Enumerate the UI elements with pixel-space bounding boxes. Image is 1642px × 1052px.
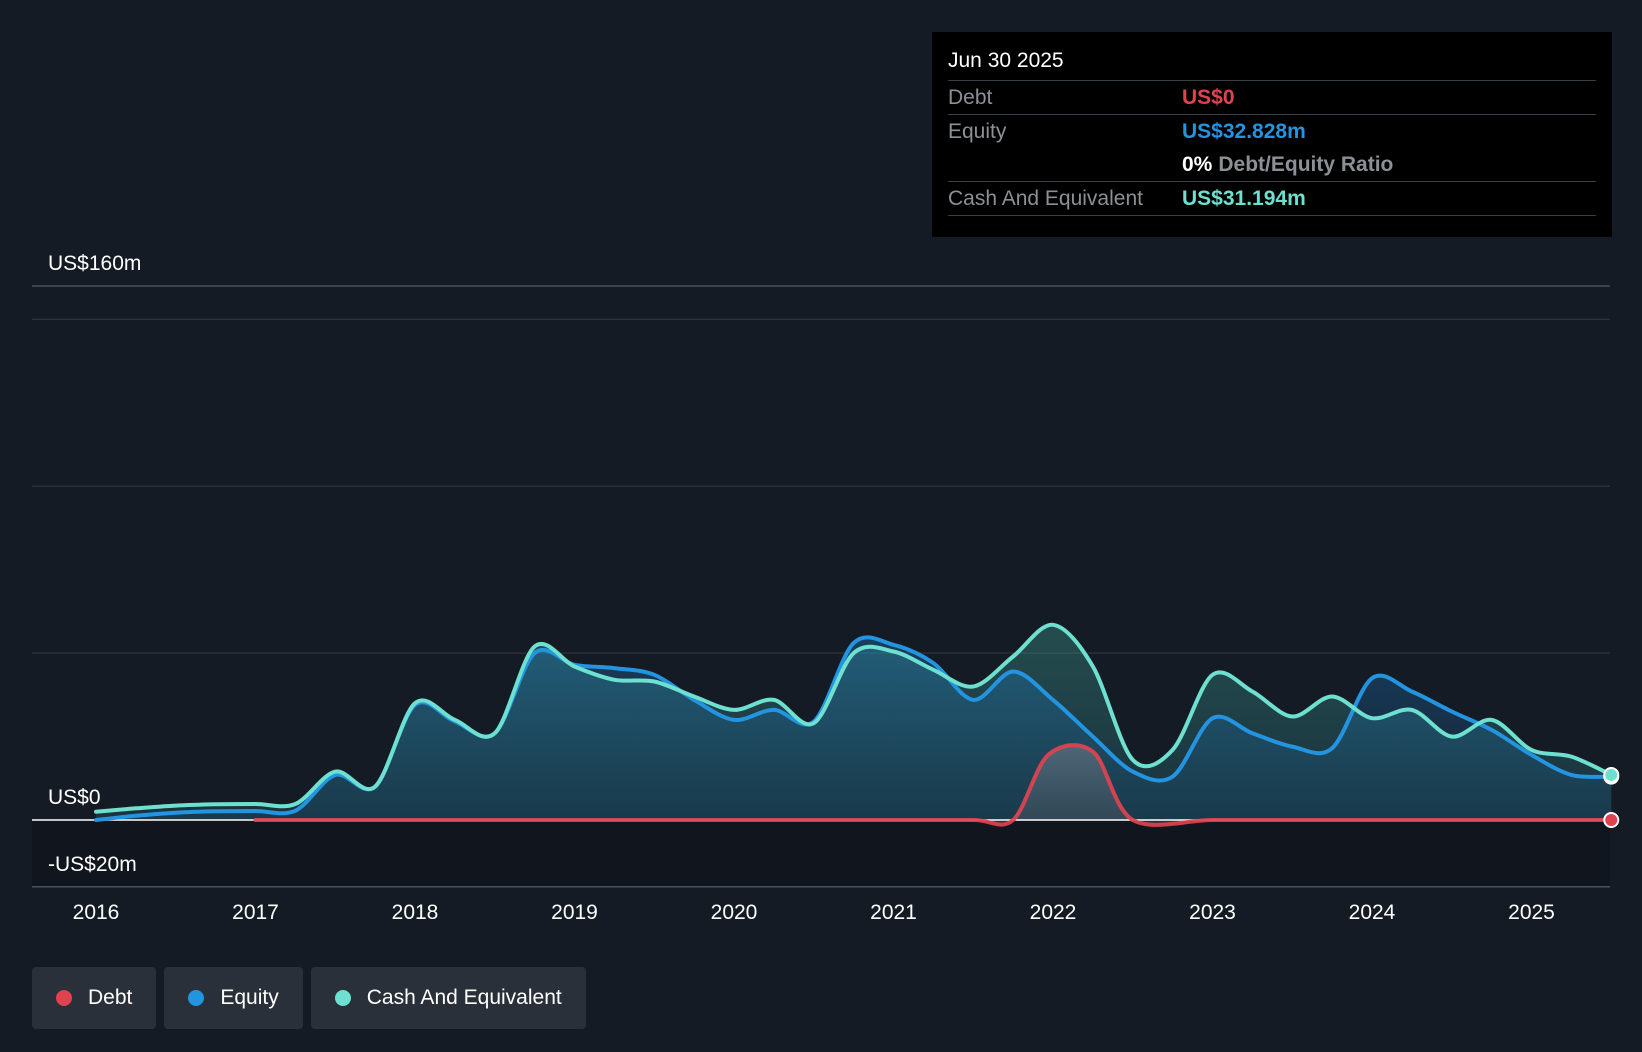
data-tooltip: Jun 30 2025 Debt US$0 Equity US$32.828m … [932, 32, 1612, 237]
tooltip-debt-label: Debt [948, 85, 993, 109]
legend-cash-label: Cash And Equivalent [366, 986, 562, 1009]
chart-legend: Debt Equity Cash And Equivalent [32, 967, 586, 1029]
y-tick-label: US$0 [48, 786, 101, 809]
legend-debt-label: Debt [88, 986, 133, 1009]
tooltip-equity-value: US$32.828m [1182, 119, 1306, 143]
cash-line [94, 622, 1614, 814]
legend-item-equity[interactable]: Equity [164, 967, 303, 1029]
x-tick-label: 2020 [711, 901, 758, 924]
x-tick-label: 2019 [551, 901, 598, 924]
negative-band [32, 820, 1610, 887]
legend-equity-label: Equity [220, 986, 279, 1009]
tooltip-debt-value: US$0 [1182, 85, 1235, 109]
equity-area [96, 637, 1612, 820]
tooltip-debt-row: Debt US$0 [948, 80, 1596, 114]
x-tick-label: 2022 [1030, 901, 1077, 924]
tooltip-cash-value: US$31.194m [1182, 186, 1306, 210]
x-tick-label: 2021 [870, 901, 917, 924]
cash-dot-icon [334, 990, 351, 1006]
tooltip-ratio-label: Debt/Equity Ratio [1218, 152, 1394, 176]
x-tick-label: 2025 [1508, 901, 1555, 924]
y-tick-label: US$160m [48, 252, 141, 275]
x-tick-label: 2018 [392, 901, 439, 924]
tooltip-equity-row: Equity US$32.828m [948, 114, 1596, 148]
x-tick-label: 2024 [1349, 901, 1396, 924]
debt-line [253, 743, 1614, 827]
cash-end-point [1603, 766, 1620, 783]
x-tick-label: 2017 [232, 901, 279, 924]
tooltip-cash-label: Cash And Equivalent [948, 186, 1143, 210]
tooltip-ratio-row: 0% Debt/Equity Ratio [948, 148, 1596, 181]
x-tick-label: 2016 [73, 901, 120, 924]
x-tick-label: 2023 [1189, 901, 1236, 924]
tooltip-date: Jun 30 2025 [948, 49, 1064, 72]
legend-item-debt[interactable]: Debt [32, 967, 157, 1029]
tooltip-cash-row: Cash And Equivalent US$31.194m [948, 181, 1596, 216]
tooltip-equity-label: Equity [948, 119, 1007, 143]
debt-dot-icon [56, 990, 72, 1006]
debt-end-point [1603, 812, 1620, 828]
y-tick-label: -US$20m [48, 853, 137, 876]
legend-item-cash[interactable]: Cash And Equivalent [310, 967, 586, 1029]
tooltip-ratio-value: 0% [1182, 152, 1213, 176]
equity-dot-icon [188, 990, 205, 1006]
